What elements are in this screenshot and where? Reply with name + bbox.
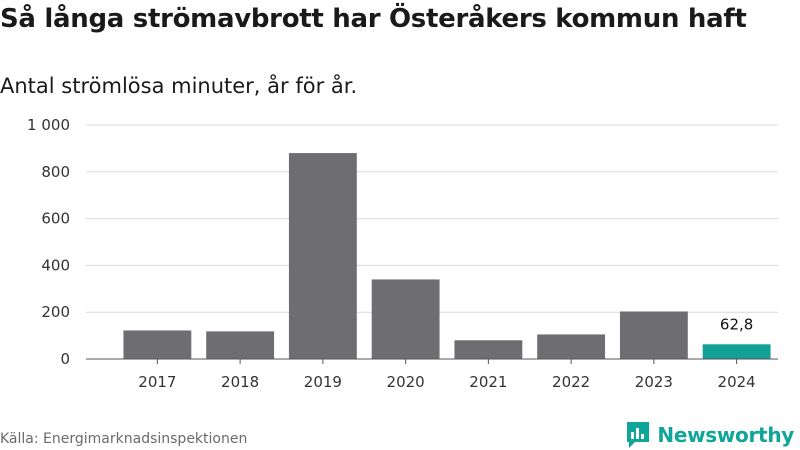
x-tick-label: 2021 — [469, 373, 507, 391]
x-tick-label: 2018 — [221, 373, 259, 391]
chart-subtitle: Antal strömlösa minuter, år för år. — [0, 74, 358, 98]
y-tick-label: 600 — [41, 210, 70, 228]
y-tick-label: 0 — [60, 350, 70, 368]
y-tick-label: 400 — [41, 256, 70, 274]
bar-2024 — [702, 344, 771, 359]
bar-2019 — [288, 153, 357, 359]
bar-chart: 0 200 400 600 800 1 000 62,8 2017 2018 2019 2020… — [27, 116, 778, 391]
x-tick-label: 2019 — [304, 373, 342, 391]
bars — [123, 153, 771, 359]
x-tick-label: 2022 — [552, 373, 590, 391]
bar-2021 — [454, 340, 523, 359]
y-axis-ticks: 0 200 400 600 800 1 000 — [27, 116, 70, 368]
bar-2017 — [123, 330, 192, 359]
x-tick-label: 2023 — [635, 373, 673, 391]
newsworthy-logo-icon — [627, 422, 650, 448]
bar-2020 — [371, 279, 440, 359]
bar-2018 — [206, 331, 275, 359]
x-axis: 2017 2018 2019 2020 2021 2022 2023 2024 — [86, 358, 778, 391]
x-tick-label: 2020 — [387, 373, 425, 391]
x-tick-label: 2024 — [718, 373, 756, 391]
y-tick-label: 200 — [41, 303, 70, 321]
bar-2022 — [537, 334, 606, 359]
y-tick-label: 800 — [41, 163, 70, 181]
brand-name: Newsworthy — [657, 423, 794, 447]
bar-2023 — [619, 311, 688, 359]
source-note: Källa: Energimarknadsinspektionen — [0, 431, 248, 447]
y-tick-label: 1 000 — [27, 116, 70, 134]
data-labels: 62,8 — [720, 315, 753, 333]
chart-title: Så långa strömavbrott har Österåkers kom… — [0, 4, 747, 34]
x-tick-label: 2017 — [138, 373, 176, 391]
data-label: 62,8 — [720, 315, 753, 333]
brand-logo: Newsworthy — [625, 420, 794, 450]
